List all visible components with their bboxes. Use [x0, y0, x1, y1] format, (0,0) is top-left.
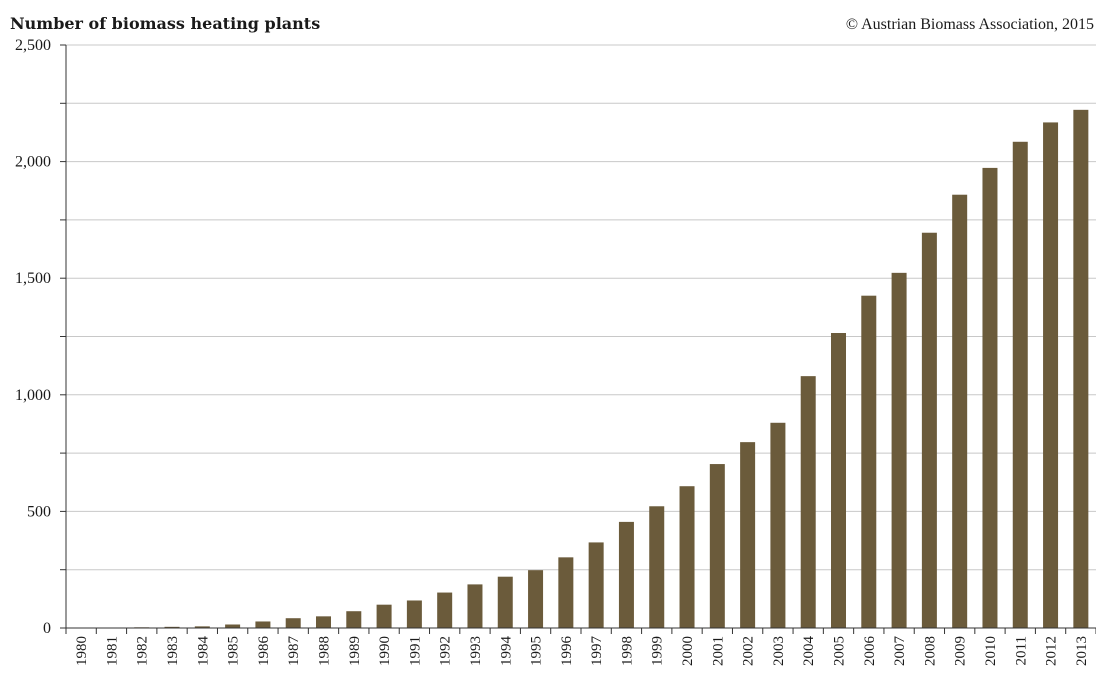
bar-2013 [1073, 109, 1089, 628]
x-tick-label: 2013 [1074, 636, 1090, 666]
bar-1989 [346, 611, 362, 628]
bar-2009 [952, 194, 968, 628]
y-tick-label: 2,500 [15, 37, 51, 54]
axes [60, 44, 1096, 634]
x-tick-label: 2006 [862, 636, 878, 667]
y-tick-label: 500 [27, 503, 51, 520]
x-tick-label: 2012 [1044, 636, 1060, 666]
x-tick-label: 1989 [347, 636, 363, 666]
bar-2003 [770, 422, 786, 628]
x-tick-label: 2008 [922, 636, 938, 666]
x-tick-label: 1987 [286, 636, 302, 667]
x-tick-label: 1995 [529, 636, 545, 666]
bar-2001 [709, 464, 725, 628]
bar-1995 [528, 570, 544, 628]
bar-1986 [255, 621, 271, 628]
bar-1996 [558, 557, 574, 628]
gridlines [66, 44, 1096, 571]
x-tick-label: 2007 [892, 636, 908, 667]
x-tick-label: 2010 [983, 636, 999, 666]
bar-1991 [406, 600, 422, 628]
bar-1994 [497, 576, 513, 628]
x-tick-label: 1988 [317, 636, 333, 666]
x-tick-label: 2011 [1013, 636, 1029, 665]
bar-1993 [467, 584, 483, 628]
bar-1992 [437, 592, 453, 628]
x-tick-label: 2004 [801, 636, 817, 667]
bar-1983 [164, 626, 180, 628]
x-tick-label: 1981 [104, 636, 120, 666]
bar-2012 [1043, 122, 1059, 629]
y-tick-label: 1,500 [15, 270, 51, 287]
x-tick-label: 1990 [377, 636, 393, 666]
bar-1984 [194, 626, 210, 628]
x-tick-label: 1993 [468, 636, 484, 666]
bar-2008 [921, 232, 937, 629]
copyright-credit: © Austrian Biomass Association, 2015 [846, 16, 1094, 33]
y-tick-label: 0 [43, 620, 51, 637]
x-tick-label: 2000 [680, 636, 696, 666]
x-tick-label: 1986 [256, 636, 272, 667]
bar-2005 [831, 333, 846, 628]
x-tick-label: 1983 [165, 636, 181, 666]
x-tick-label: 2002 [741, 636, 757, 666]
bar-2002 [740, 442, 756, 628]
bar-1987 [285, 618, 301, 628]
bar-1990 [376, 604, 392, 628]
x-tick-label: 1998 [619, 636, 635, 666]
y-tick-label: 1,000 [15, 387, 51, 404]
bar-1999 [649, 506, 665, 628]
bar-2010 [982, 167, 998, 628]
x-tick-label: 2005 [832, 636, 848, 666]
chart-title: Number of biomass heating plants [10, 14, 320, 33]
bar-1988 [316, 616, 331, 628]
x-tick-label: 1984 [195, 636, 211, 667]
x-axis-tick-labels: 1980 1981 1982 1983 1984 1985 1986 1987 1988 1989… [74, 636, 1090, 667]
x-tick-label: 1985 [226, 636, 242, 666]
x-tick-label: 1980 [74, 636, 90, 666]
bar-1997 [588, 542, 604, 628]
bar-2006 [861, 295, 877, 628]
bar-1998 [618, 521, 634, 628]
y-axis-tick-labels: 0 500 1,000 1,500 2,000 2,500 [15, 37, 51, 637]
x-tick-label: 2003 [771, 636, 787, 666]
x-tick-label: 2009 [953, 636, 969, 666]
y-tick-label: 2,000 [15, 154, 51, 171]
bar-2011 [1012, 141, 1028, 628]
bar-2000 [679, 486, 695, 628]
x-tick-label: 1982 [135, 636, 151, 666]
x-tick-label: 2001 [710, 636, 726, 666]
bar-2007 [891, 272, 907, 628]
bars [73, 109, 1089, 629]
x-tick-label: 1992 [438, 636, 454, 666]
x-tick-label: 1994 [498, 636, 514, 667]
x-tick-label: 1997 [589, 636, 605, 667]
bar-1985 [225, 624, 241, 628]
x-tick-label: 1991 [407, 636, 423, 666]
x-tick-label: 1999 [650, 636, 666, 666]
x-tick-label: 1996 [559, 636, 575, 667]
bar-2004 [800, 376, 816, 628]
